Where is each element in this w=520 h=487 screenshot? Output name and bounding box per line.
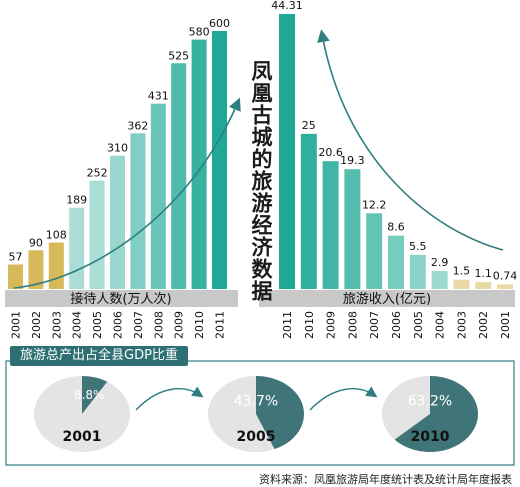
revenue-value-label: 20.6 [318,146,343,159]
visitor-bar [48,242,64,289]
gdp-panel-frame [5,360,515,466]
visitor-year-tick: 2005 [91,311,104,339]
gdp-year-label: 2010 [411,429,450,445]
revenue-value-label: 5.5 [409,240,427,253]
visitor-value-label: 525 [168,49,189,62]
revenue-year-tick: 2009 [325,311,338,339]
visitor-year-tick: 2008 [152,311,165,339]
revenue-bar [300,133,317,289]
visitor-bar [171,63,187,289]
revenue-axis-label: 旅游收入(亿元) [343,292,431,307]
visitor-year-tick: 2004 [71,311,84,339]
gdp-year-label: 2001 [63,429,102,445]
visitor-value-label: 310 [107,142,128,155]
visitor-axis-band [5,290,238,307]
gdp-pie-share-slice [394,376,478,452]
visitor-bar [110,155,125,289]
visitor-value-label: 431 [148,90,169,103]
revenue-year-tick: 2005 [412,311,425,339]
visitor-bar [212,31,227,289]
revenue-bar [497,284,513,289]
visitor-year-tick: 2002 [30,311,43,339]
revenue-bars: 44.31 2011 25 2010 20.6 2009 19.3 2008 12.2 2007 8… [271,0,517,339]
gdp-arrow-2 [309,386,378,411]
visitor-bar [191,39,207,289]
gdp-section-title: 旅游总产出占全县GDP比重 [10,346,188,366]
revenue-year-tick: 2001 [499,311,512,339]
revenue-axis-band [259,290,515,307]
gdp-share-label: 43.7% [234,394,278,410]
revenue-year-tick: 2011 [281,311,294,339]
visitor-bar [89,180,105,289]
visitor-year-tick: 2009 [173,311,186,339]
revenue-bar [453,279,470,289]
revenue-trend-arrow [317,29,504,251]
revenue-value-label: 1.5 [453,265,471,278]
visitor-year-tick: 2001 [10,311,23,339]
visitor-year-tick: 2011 [214,311,227,339]
revenue-value-label: 2.9 [431,256,449,269]
visitor-value-label: 362 [127,119,148,132]
visitor-year-tick: 2010 [193,311,206,339]
gdp-share-label: 63.2% [408,394,452,410]
source-note: 资料来源：凤凰旅游局年度统计表及统计局年度报表 [259,473,512,486]
revenue-year-tick: 2002 [477,311,490,339]
visitor-value-label: 600 [209,17,230,30]
visitor-value-label: 90 [29,236,43,249]
revenue-bar [431,271,448,289]
visitor-bar [28,250,44,289]
revenue-year-tick: 2007 [368,311,381,339]
visitor-value-label: 580 [189,26,210,39]
visitor-year-tick: 2003 [50,311,63,339]
visitor-value-label: 189 [66,194,87,207]
visitor-value-label: 57 [9,250,23,263]
page-title: 凤凰古城的旅游经济数据 [249,60,273,302]
revenue-year-tick: 2006 [390,311,403,339]
revenue-year-tick: 2010 [303,311,316,339]
revenue-value-label: 12.2 [362,198,387,211]
visitor-value-label: 252 [87,167,108,180]
revenue-value-label: 44.31 [271,0,303,12]
visitor-trend-arrow [13,97,241,289]
visitor-year-tick: 2007 [132,311,145,339]
visitor-bar [130,133,146,289]
revenue-bar [279,14,295,289]
revenue-bar [322,161,339,289]
visitor-year-tick: 2006 [112,311,125,339]
revenue-bar [475,282,492,289]
gdp-pie-share-slice [82,376,108,414]
revenue-year-tick: 2004 [434,311,447,339]
revenue-value-label: 8.6 [387,221,405,234]
visitor-value-label: 108 [46,229,67,242]
gdp-arrow-1 [135,386,204,411]
visitor-bar [69,207,85,289]
gdp-pie-share-slice [256,376,304,450]
visitor-bar [150,103,166,289]
revenue-value-label: 0.74 [493,269,518,282]
revenue-value-label: 25 [302,119,316,132]
revenue-year-tick: 2003 [455,311,468,339]
revenue-year-tick: 2008 [346,311,359,339]
revenue-value-label: 1.1 [474,267,492,280]
visitor-bar [8,264,23,289]
revenue-bar [344,169,361,289]
revenue-value-label: 19.3 [340,154,365,167]
revenue-bar [409,254,426,289]
revenue-bar [388,235,404,289]
revenue-bar [366,213,383,289]
gdp-share-label: 8.8% [74,388,105,402]
gdp-year-label: 2005 [237,429,276,445]
visitor-axis-label: 接待人数(万人次) [70,291,171,307]
gdp-pies: 8.8% 2001 43.7% 2005 63.2% 2010 [34,376,478,452]
